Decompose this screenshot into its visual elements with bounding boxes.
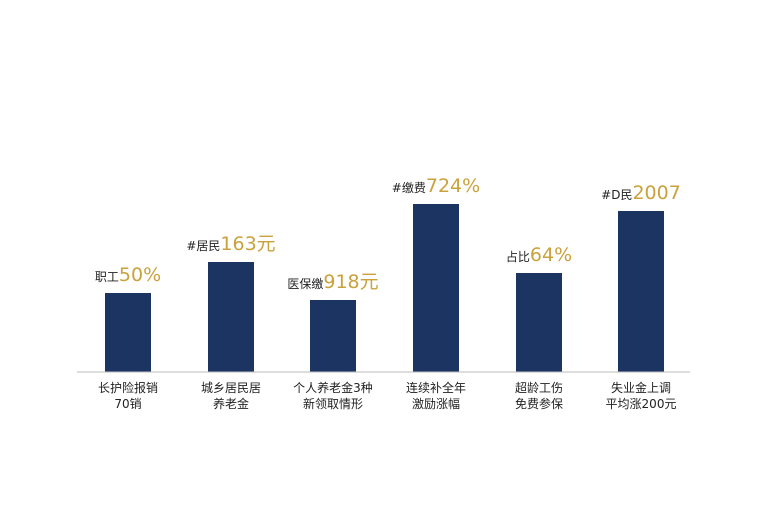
bar-annotation: 职工50%: [95, 264, 161, 286]
bar: [105, 293, 151, 372]
x-tick-label: 连续补全年: [406, 380, 466, 395]
x-tick-label: 超龄工伤: [515, 380, 563, 395]
annotation-prefix: 职工: [95, 270, 119, 284]
x-tick-label: 70销: [114, 397, 141, 411]
annotation-value: 50%: [119, 264, 161, 286]
bar-annotation: #缴费724%: [392, 175, 480, 197]
x-tick-label: 平均涨200元: [606, 396, 677, 411]
x-tick-label: 新领取情形: [303, 396, 363, 411]
x-tick-label: 城乡居民居: [201, 381, 261, 395]
bar-annotation: 占比64%: [506, 244, 572, 266]
annotation-value: 918元: [323, 271, 378, 293]
annotation-value: 64%: [530, 244, 572, 266]
bar-annotation: #D民2007: [601, 182, 681, 204]
annotation-prefix: #缴费: [392, 180, 426, 195]
annotation-prefix: 占比: [506, 249, 530, 264]
x-tick-label: 养老金: [213, 396, 249, 411]
annotation-prefix: #居民: [186, 239, 220, 253]
annotation-value: 2007: [632, 182, 680, 204]
x-tick-label: 免费参保: [515, 396, 563, 411]
annotation-value: 724%: [426, 175, 480, 197]
annotation-prefix: 医保缴: [287, 276, 323, 291]
bar: [516, 273, 562, 372]
bar: [208, 262, 254, 372]
bar: [413, 204, 459, 372]
bar-annotation: 医保缴918元: [287, 271, 378, 293]
x-tick-label: 长护险报销: [98, 380, 158, 395]
annotation-value: 163元: [220, 233, 275, 255]
bar: [618, 211, 664, 372]
annotation-prefix: #D民: [601, 188, 632, 202]
bar-annotation: #居民163元: [186, 233, 275, 255]
bar: [310, 300, 356, 372]
x-tick-label: 失业金上调: [611, 380, 671, 395]
x-tick-label: 个人养老金3种: [293, 380, 373, 395]
x-tick-label: 激励涨幅: [412, 396, 460, 411]
